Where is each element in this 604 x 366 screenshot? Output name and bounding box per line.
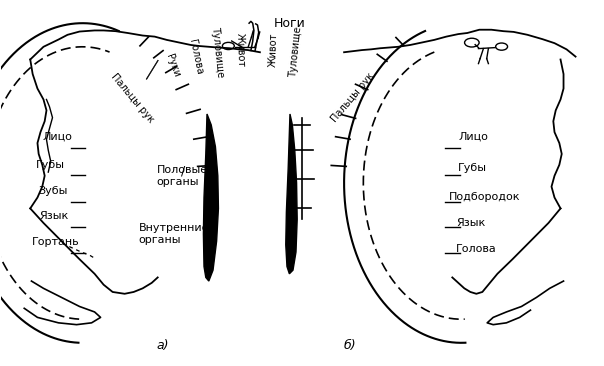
Text: а): а): [156, 339, 169, 352]
Text: Язык: Язык: [456, 218, 485, 228]
Text: Туловище: Туловище: [210, 26, 225, 78]
Text: /: /: [181, 164, 185, 177]
Text: Внутренние
органы: Внутренние органы: [138, 223, 209, 245]
Text: б): б): [344, 339, 356, 352]
Text: Живот: Живот: [235, 33, 246, 67]
Text: Губы: Губы: [36, 160, 65, 170]
Text: Зубы: Зубы: [39, 186, 68, 196]
Text: Губы: Губы: [458, 163, 487, 173]
Text: Ноги: Ноги: [274, 17, 306, 30]
Polygon shape: [204, 114, 219, 281]
Text: Гортань: Гортань: [31, 237, 79, 247]
Text: Подбородок: Подбородок: [449, 192, 521, 202]
Text: Лицо: Лицо: [458, 131, 488, 142]
Text: Язык: Язык: [39, 211, 68, 221]
Text: Голова: Голова: [456, 244, 496, 254]
Text: Лицо: Лицо: [42, 131, 72, 142]
Text: Руки: Руки: [164, 53, 182, 79]
Text: Половые
органы: Половые органы: [156, 165, 208, 187]
Text: Туловище: Туловище: [288, 26, 304, 78]
Polygon shape: [286, 114, 297, 274]
Text: Пальцы рук: Пальцы рук: [109, 71, 156, 124]
Text: Голова: Голова: [187, 38, 204, 75]
Text: Живот: Живот: [268, 33, 278, 67]
Text: Пальцы рук: Пальцы рук: [329, 71, 376, 124]
